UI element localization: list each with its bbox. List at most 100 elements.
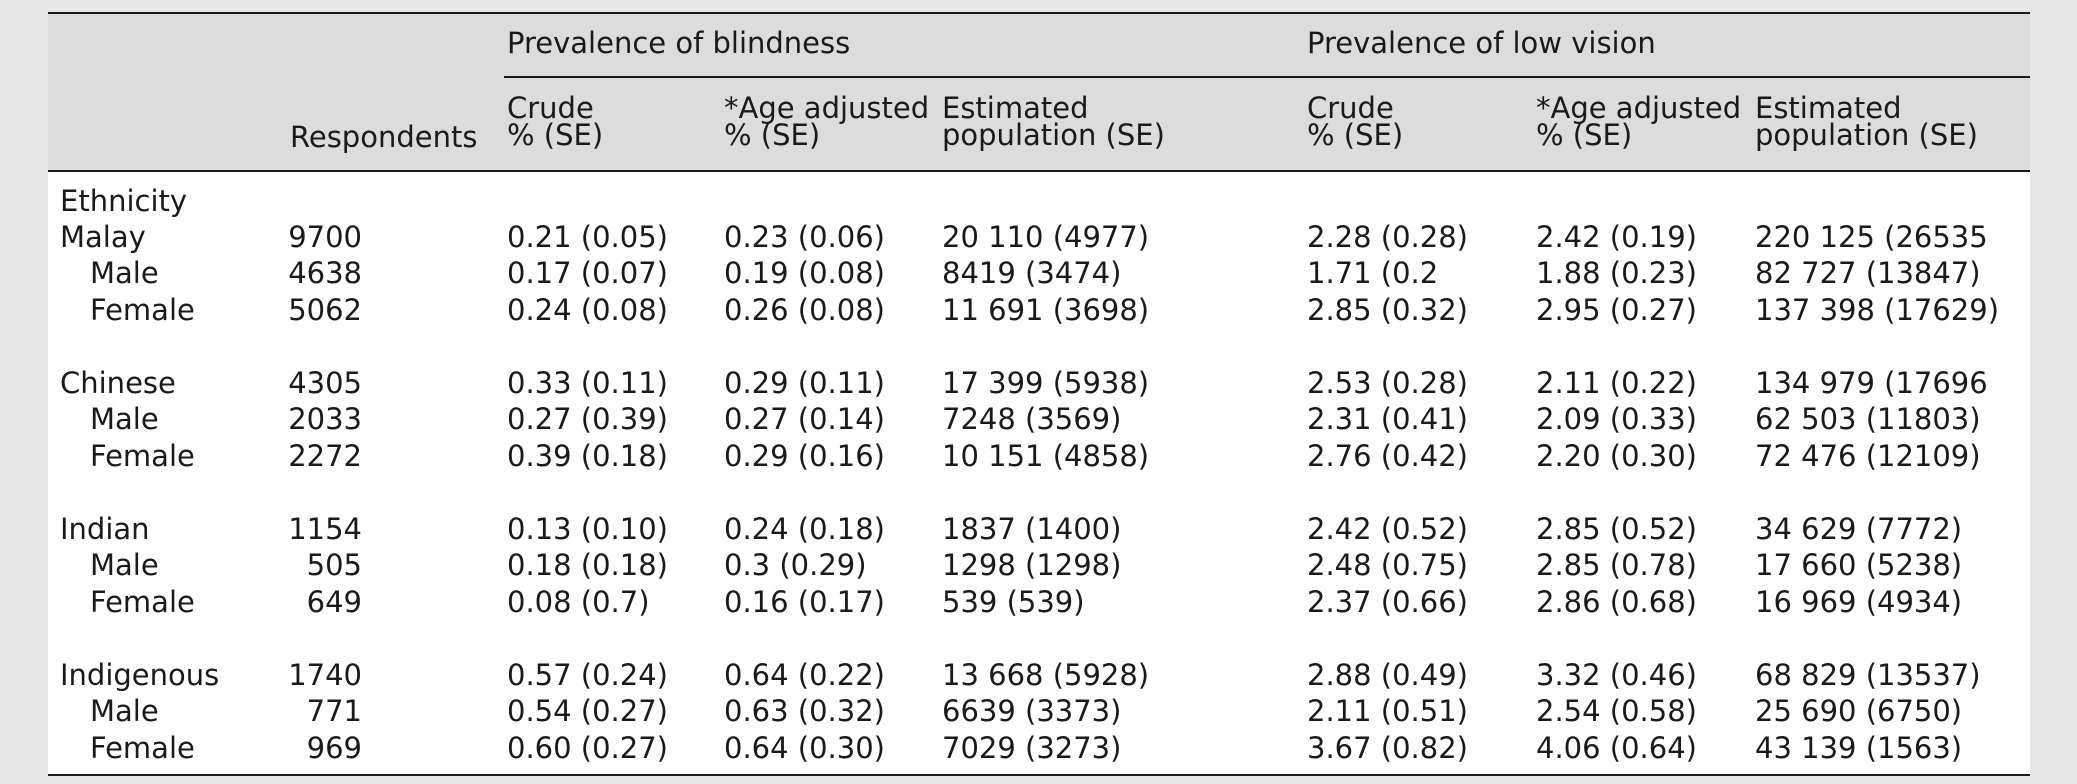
respondents-cell: 1740 <box>288 658 362 692</box>
blindness-crude-cell: 0.57 (0.24) <box>507 658 668 692</box>
ethnicity-label: Malay <box>60 220 146 254</box>
low-vision-age-adjusted-cell: 4.06 (0.64) <box>1536 731 1697 765</box>
blindness-age-adjusted-cell: 0.16 (0.17) <box>724 585 885 619</box>
blindness-age-adjusted-cell: 0.23 (0.06) <box>724 220 885 254</box>
ethnicity-label: Indian <box>60 512 150 546</box>
respondents-cell: 4638 <box>288 256 362 290</box>
low-vision-est-header-l1: Estimated <box>1755 91 1902 125</box>
low-vision-age-adjusted-cell: 3.32 (0.46) <box>1536 658 1697 692</box>
low-vision-age-adjusted-cell: 2.85 (0.52) <box>1536 512 1697 546</box>
low-vision-crude-header-l1: Crude <box>1307 91 1394 125</box>
low-vision-estimated-population-cell: 62 503 (11803) <box>1755 402 1981 436</box>
low-vision-estimated-population-cell: 134 979 (17696 <box>1755 366 1988 400</box>
blindness-crude-cell: 0.27 (0.39) <box>507 402 668 436</box>
sex-label: Male <box>90 402 159 436</box>
blindness-crude-cell: 0.17 (0.07) <box>507 256 668 290</box>
low-vision-crude-cell: 2.28 (0.28) <box>1307 220 1468 254</box>
blindness-crude-cell: 0.39 (0.18) <box>507 439 668 473</box>
low-vision-crude-cell: 2.53 (0.28) <box>1307 366 1468 400</box>
top-rule <box>48 12 2030 14</box>
blindness-crude-cell: 0.08 (0.7) <box>507 585 650 619</box>
low-vision-age-adjusted-cell: 2.42 (0.19) <box>1536 220 1697 254</box>
low-vision-crude-cell: 2.37 (0.66) <box>1307 585 1468 619</box>
blindness-age-adjusted-cell: 0.19 (0.08) <box>724 256 885 290</box>
respondents-cell: 4305 <box>288 366 362 400</box>
blindness-estimated-population-cell: 8419 (3474) <box>942 256 1122 290</box>
respondents-cell: 1154 <box>288 512 362 546</box>
low-vision-estimated-population-cell: 17 660 (5238) <box>1755 548 1963 582</box>
blindness-crude-cell: 0.13 (0.10) <box>507 512 668 546</box>
blindness-group-rule <box>504 76 1322 78</box>
blindness-crude-cell: 0.60 (0.27) <box>507 731 668 765</box>
low-vision-estimated-population-cell: 82 727 (13847) <box>1755 256 1981 290</box>
blindness-age-adjusted-cell: 0.24 (0.18) <box>724 512 885 546</box>
blindness-est-header-l2: population (SE) <box>942 118 1165 152</box>
sex-label: Female <box>90 585 195 619</box>
blindness-crude-header-l2: % (SE) <box>507 118 604 152</box>
sex-label: Male <box>90 694 159 728</box>
low-vision-crude-cell: 3.67 (0.82) <box>1307 731 1468 765</box>
respondents-cell: 9700 <box>288 220 362 254</box>
blindness-group-header: Prevalence of blindness <box>507 26 851 60</box>
respondents-cell: 2033 <box>288 402 362 436</box>
table-header <box>48 12 2030 170</box>
blindness-crude-cell: 0.24 (0.08) <box>507 293 668 327</box>
blindness-estimated-population-cell: 13 668 (5928) <box>942 658 1150 692</box>
respondents-cell: 649 <box>306 585 362 619</box>
low-vision-age-adjusted-cell: 2.20 (0.30) <box>1536 439 1697 473</box>
low-vision-estimated-population-cell: 72 476 (12109) <box>1755 439 1981 473</box>
ethnicity-section-label: Ethnicity <box>60 184 188 218</box>
low-vision-age-adjusted-cell: 2.85 (0.78) <box>1536 548 1697 582</box>
low-vision-estimated-population-cell: 25 690 (6750) <box>1755 694 1963 728</box>
low-vision-crude-cell: 2.85 (0.32) <box>1307 293 1468 327</box>
low-vision-crude-cell: 2.48 (0.75) <box>1307 548 1468 582</box>
low-vision-estimated-population-cell: 34 629 (7772) <box>1755 512 1963 546</box>
low-vision-crude-cell: 2.42 (0.52) <box>1307 512 1468 546</box>
respondents-cell: 969 <box>306 731 362 765</box>
low-vision-est-header-l2: population (SE) <box>1755 118 1978 152</box>
ethnicity-label: Indigenous <box>60 658 220 692</box>
blindness-estimated-population-cell: 1837 (1400) <box>942 512 1122 546</box>
blindness-age-adjusted-cell: 0.29 (0.16) <box>724 439 885 473</box>
blindness-age-adjusted-cell: 0.64 (0.22) <box>724 658 885 692</box>
low-vision-age-adjusted-cell: 2.54 (0.58) <box>1536 694 1697 728</box>
blindness-age-adjusted-cell: 0.63 (0.32) <box>724 694 885 728</box>
low-vision-age-header-l2: % (SE) <box>1536 118 1633 152</box>
header-bottom-rule <box>48 170 2030 172</box>
low-vision-estimated-population-cell: 68 829 (13537) <box>1755 658 1981 692</box>
low-vision-crude-cell: 2.76 (0.42) <box>1307 439 1468 473</box>
blindness-crude-cell: 0.33 (0.11) <box>507 366 668 400</box>
blindness-age-adjusted-cell: 0.27 (0.14) <box>724 402 885 436</box>
low-vision-age-adjusted-cell: 2.09 (0.33) <box>1536 402 1697 436</box>
blindness-estimated-population-cell: 539 (539) <box>942 585 1085 619</box>
sex-label: Female <box>90 731 195 765</box>
blindness-est-header-l1: Estimated <box>942 91 1089 125</box>
low-vision-age-adjusted-cell: 2.11 (0.22) <box>1536 366 1697 400</box>
blindness-age-header-l1: *Age adjusted <box>724 91 930 125</box>
low-vision-age-adjusted-cell: 1.88 (0.23) <box>1536 256 1697 290</box>
respondents-header: Respondents <box>290 120 478 154</box>
sex-label: Male <box>90 548 159 582</box>
blindness-estimated-population-cell: 6639 (3373) <box>942 694 1122 728</box>
blindness-crude-cell: 0.18 (0.18) <box>507 548 668 582</box>
respondents-cell: 2272 <box>288 439 362 473</box>
blindness-estimated-population-cell: 10 151 (4858) <box>942 439 1150 473</box>
sex-label: Female <box>90 293 195 327</box>
blindness-age-adjusted-cell: 0.26 (0.08) <box>724 293 885 327</box>
sex-label: Female <box>90 439 195 473</box>
ethnicity-label: Chinese <box>60 366 176 400</box>
blindness-estimated-population-cell: 7248 (3569) <box>942 402 1122 436</box>
low-vision-estimated-population-cell: 220 125 (26535 <box>1755 220 1988 254</box>
blindness-estimated-population-cell: 1298 (1298) <box>942 548 1122 582</box>
blindness-age-header-l2: % (SE) <box>724 118 821 152</box>
low-vision-age-header-l1: *Age adjusted <box>1536 91 1742 125</box>
low-vision-estimated-population-cell: 43 139 (1563) <box>1755 731 1963 765</box>
low-vision-crude-cell: 2.31 (0.41) <box>1307 402 1468 436</box>
sex-label: Male <box>90 256 159 290</box>
low-vision-crude-header-l2: % (SE) <box>1307 118 1404 152</box>
low-vision-estimated-population-cell: 16 969 (4934) <box>1755 585 1963 619</box>
blindness-age-adjusted-cell: 0.29 (0.11) <box>724 366 885 400</box>
respondents-cell: 771 <box>306 694 362 728</box>
blindness-estimated-population-cell: 17 399 (5938) <box>942 366 1150 400</box>
low-vision-group-header: Prevalence of low vision <box>1307 26 1656 60</box>
